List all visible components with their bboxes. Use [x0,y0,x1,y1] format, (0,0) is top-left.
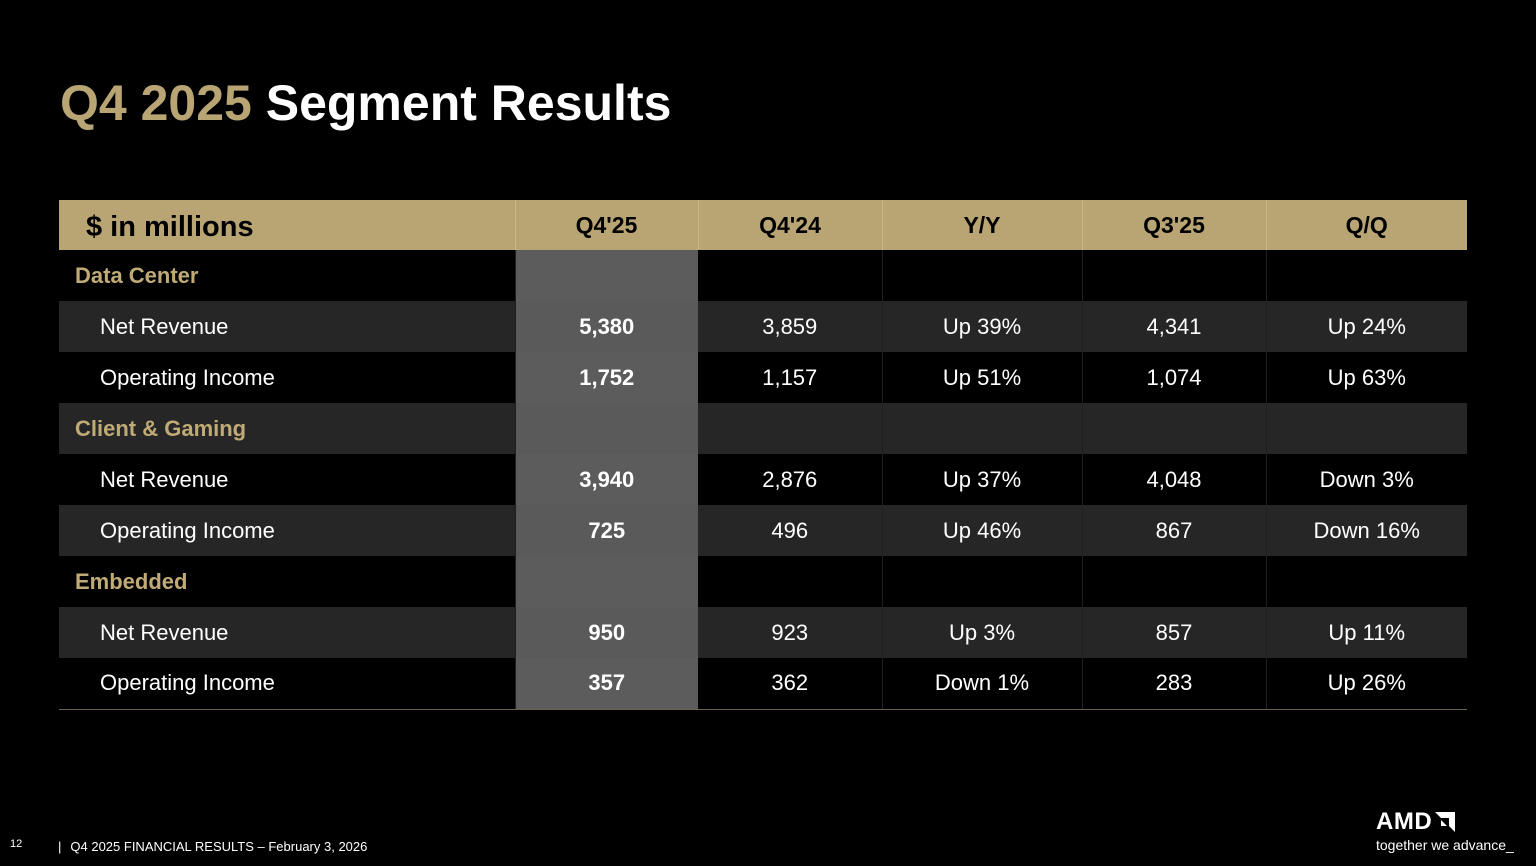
table-cell [515,250,698,301]
section-row-embedded: Embedded [59,556,1467,607]
table-cell: Up 39% [882,301,1083,352]
table-cell: 362 [698,658,883,710]
table-row: Net Revenue 3,940 2,876 Up 37% 4,048 Dow… [59,454,1467,505]
table-cell [1082,250,1267,301]
section-row-data-center: Data Center [59,250,1467,301]
section-label: Client & Gaming [59,403,516,454]
table-cell: 2,876 [698,454,883,505]
table-cell: 496 [698,505,883,556]
header-qq: Q/Q [1266,200,1467,250]
table-cell: 1,157 [698,352,883,403]
title-accent: Q4 2025 [60,75,252,131]
table-cell: 4,341 [1082,301,1267,352]
table-cell: Up 24% [1266,301,1467,352]
brand-tagline: together we advance_ [1376,837,1514,853]
table-cell: 357 [515,658,698,710]
page-number: 12 [10,838,23,850]
row-label: Operating Income [59,352,516,403]
table-cell [698,556,883,607]
table-row: Net Revenue 5,380 3,859 Up 39% 4,341 Up … [59,301,1467,352]
table-cell: 1,752 [515,352,698,403]
amd-logo: AMD [1376,809,1526,835]
row-label: Net Revenue [59,454,516,505]
table-cell: 5,380 [515,301,698,352]
table-cell: 283 [1082,658,1267,710]
header-yy: Y/Y [882,200,1083,250]
row-label: Net Revenue [59,301,516,352]
page-title: Q4 2025 Segment Results [60,72,671,134]
table-row: Operating Income 357 362 Down 1% 283 Up … [59,658,1467,710]
header-q3-25: Q3'25 [1082,200,1267,250]
table-cell [1266,403,1467,454]
table-cell [1266,556,1467,607]
table-cell: Up 37% [882,454,1083,505]
table-cell: Up 26% [1266,658,1467,710]
section-label: Data Center [59,250,516,301]
table-row: Operating Income 725 496 Up 46% 867 Down… [59,505,1467,556]
table-cell [698,403,883,454]
row-label: Net Revenue [59,607,516,658]
table-cell: 4,048 [1082,454,1267,505]
logo-text: AMD [1376,808,1433,835]
table-cell [698,250,883,301]
table-cell: Down 16% [1266,505,1467,556]
table-cell: Up 51% [882,352,1083,403]
footer-separator: | [58,839,62,854]
footer: | Q4 2025 FINANCIAL RESULTS – February 3,… [58,839,367,854]
header-units: $ in millions [59,200,516,250]
header-q4-25: Q4'25 [515,200,699,250]
table-cell: Up 46% [882,505,1083,556]
table-cell [882,250,1083,301]
table-cell [515,556,698,607]
table-cell: 857 [1082,607,1267,658]
table-cell: 950 [515,607,698,658]
brand-block: AMD together we advance_ [1376,809,1526,857]
table-cell [1266,250,1467,301]
section-label: Embedded [59,556,516,607]
footer-label: Q4 2025 FINANCIAL RESULTS – February 3, … [70,839,368,854]
table-row: Operating Income 1,752 1,157 Up 51% 1,07… [59,352,1467,403]
table-cell: 923 [698,607,883,658]
table-cell: 3,940 [515,454,698,505]
table-cell: 867 [1082,505,1267,556]
table-cell: Up 11% [1266,607,1467,658]
title-main: Segment Results [265,75,672,131]
table-cell [882,556,1083,607]
table-cell: Up 63% [1266,352,1467,403]
table-row: Net Revenue 950 923 Up 3% 857 Up 11% [59,607,1467,658]
table-cell [1082,403,1267,454]
table-cell: Down 1% [882,658,1083,710]
table-cell [515,403,698,454]
segment-results-table: $ in millions Q4'25 Q4'24 Y/Y Q3'25 Q/Q … [59,200,1467,710]
amd-arrow-icon [1435,812,1456,832]
row-label: Operating Income [59,505,516,556]
table-cell [1082,556,1267,607]
row-label: Operating Income [59,658,516,710]
table-cell [882,403,1083,454]
table-cell: Up 3% [882,607,1083,658]
table-cell: Down 3% [1266,454,1467,505]
table-cell: 725 [515,505,698,556]
section-row-client-gaming: Client & Gaming [59,403,1467,454]
table-header-row: $ in millions Q4'25 Q4'24 Y/Y Q3'25 Q/Q [59,200,1467,250]
header-q4-24: Q4'24 [698,200,883,250]
table-cell: 3,859 [698,301,883,352]
table-cell: 1,074 [1082,352,1267,403]
